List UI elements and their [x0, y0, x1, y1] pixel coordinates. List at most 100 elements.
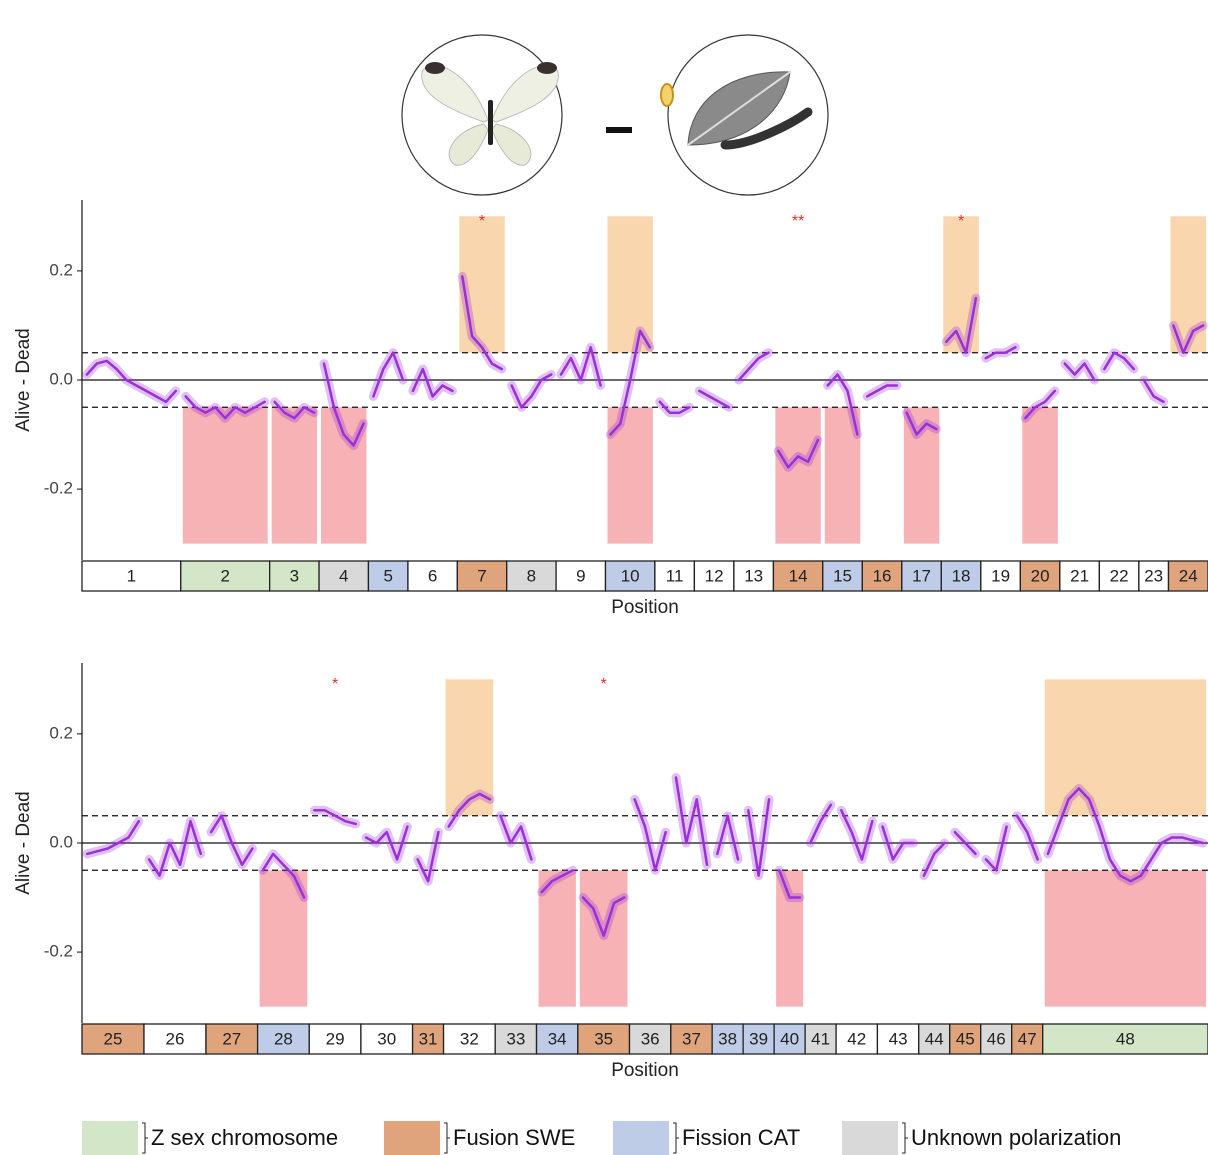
chromosome-box	[1019, 560, 1061, 592]
chromosome-box	[269, 560, 320, 592]
legend-label: Z sex chromosome	[151, 1125, 338, 1150]
legend-label: Unknown polarization	[911, 1125, 1121, 1150]
chromosome-box	[604, 560, 656, 592]
legend-label: Fission CAT	[682, 1125, 800, 1150]
chromosome-label: 41	[811, 1029, 830, 1048]
chromosome-label: 5	[383, 566, 392, 585]
trend-line	[658, 400, 691, 414]
trend-line	[313, 809, 358, 826]
chromosome-label: 14	[789, 566, 808, 585]
legend-swatch	[384, 1121, 440, 1155]
chromosome-box	[81, 1023, 145, 1055]
chromosome-box	[1059, 560, 1101, 592]
chromosome-label: 24	[1179, 566, 1198, 585]
trend-line	[411, 367, 454, 398]
trend-line	[364, 825, 409, 861]
trend-line	[581, 896, 626, 937]
chromosome-box	[506, 560, 557, 592]
trend-line	[945, 296, 978, 354]
trend-line	[716, 814, 740, 861]
trend-line	[322, 362, 365, 447]
trend-line	[984, 825, 1008, 872]
chromosome-label: 21	[1070, 566, 1089, 585]
chromosome-label: 37	[682, 1029, 701, 1048]
legend-swatch	[613, 1121, 669, 1155]
significance-band	[259, 870, 308, 1007]
chromosome-label: 29	[326, 1029, 345, 1048]
chromosome-label: 19	[991, 566, 1010, 585]
trend-line	[85, 359, 178, 404]
chromosome-label: 23	[1144, 566, 1163, 585]
trend-line	[865, 384, 899, 398]
chromosome-box	[456, 560, 508, 592]
trend-line	[559, 346, 602, 387]
y-tick-label: -0.2	[44, 479, 73, 498]
chromosome-box	[367, 560, 409, 592]
trend-line	[184, 395, 266, 420]
y-tick-label: -0.2	[44, 942, 73, 961]
chromosome-box	[81, 560, 182, 592]
legend-swatch	[82, 1121, 138, 1155]
trend-line	[1142, 378, 1165, 404]
chromosome-label: 34	[548, 1029, 567, 1048]
chromosome-box	[143, 1023, 207, 1055]
trend-line	[698, 389, 731, 409]
significance-band	[1044, 870, 1206, 1007]
trend-line	[499, 814, 533, 861]
trend-ribbon	[413, 827, 443, 886]
legend-bracket	[142, 1122, 148, 1154]
chromosome-label: 4	[339, 566, 348, 585]
significance-band	[459, 216, 505, 353]
chromosome-label: 2	[220, 566, 229, 585]
trend-line	[261, 852, 306, 899]
y-tick-label: 0.2	[49, 260, 73, 279]
significance-band	[1022, 407, 1058, 544]
trend-line	[953, 830, 977, 856]
chromosome-label: 27	[222, 1029, 241, 1048]
chromosome-label: 15	[833, 566, 852, 585]
chromosome-label: 40	[780, 1029, 799, 1048]
chromosome-label: 45	[956, 1029, 975, 1048]
legend: Z sex chromosome Fusion SWE Fission CAT Unk…	[82, 1121, 1121, 1155]
significance-band	[538, 870, 576, 1007]
chromosome-label: 3	[290, 566, 299, 585]
chromosome-box	[772, 560, 824, 592]
significance-band	[607, 216, 653, 353]
significance-band	[1044, 679, 1206, 816]
chromosome-label: 22	[1110, 566, 1129, 585]
trend-line	[209, 814, 254, 867]
chromosome-box	[205, 1023, 259, 1055]
chromosome-box	[256, 1023, 310, 1055]
legend-label: Fusion SWE	[453, 1125, 575, 1150]
chromosome-box	[535, 1023, 579, 1055]
trend-ribbon	[408, 364, 457, 401]
chromosome-box	[1167, 560, 1208, 592]
chromosome-label: 11	[666, 566, 684, 585]
y-axis-title: Alive - Dead	[13, 791, 34, 895]
chromosome-label: 7	[477, 566, 486, 585]
legend-bracket	[902, 1122, 908, 1154]
chromosome-label: 38	[718, 1029, 737, 1048]
chromosome-label: 8	[527, 566, 536, 585]
y-tick-label: 0.0	[49, 832, 73, 851]
chromosome-label: 33	[506, 1029, 525, 1048]
trend-line	[1172, 324, 1205, 354]
significance-band	[182, 407, 268, 544]
trend-line	[461, 275, 504, 371]
trend-line	[984, 346, 1017, 360]
trend-line	[147, 819, 203, 877]
trend-line	[633, 798, 667, 872]
trend-line	[1103, 351, 1136, 371]
chromosome-box	[308, 1023, 362, 1055]
significance-band	[271, 407, 318, 544]
chromosome-label: 9	[576, 566, 585, 585]
trend-line	[510, 373, 553, 409]
trend-line	[1015, 814, 1039, 861]
chromosome-label: 31	[419, 1029, 438, 1048]
trend-line	[905, 411, 938, 436]
chromosome-label: 32	[460, 1029, 479, 1048]
chromosome-box	[711, 1023, 744, 1055]
chromosome-label: 26	[166, 1029, 185, 1048]
